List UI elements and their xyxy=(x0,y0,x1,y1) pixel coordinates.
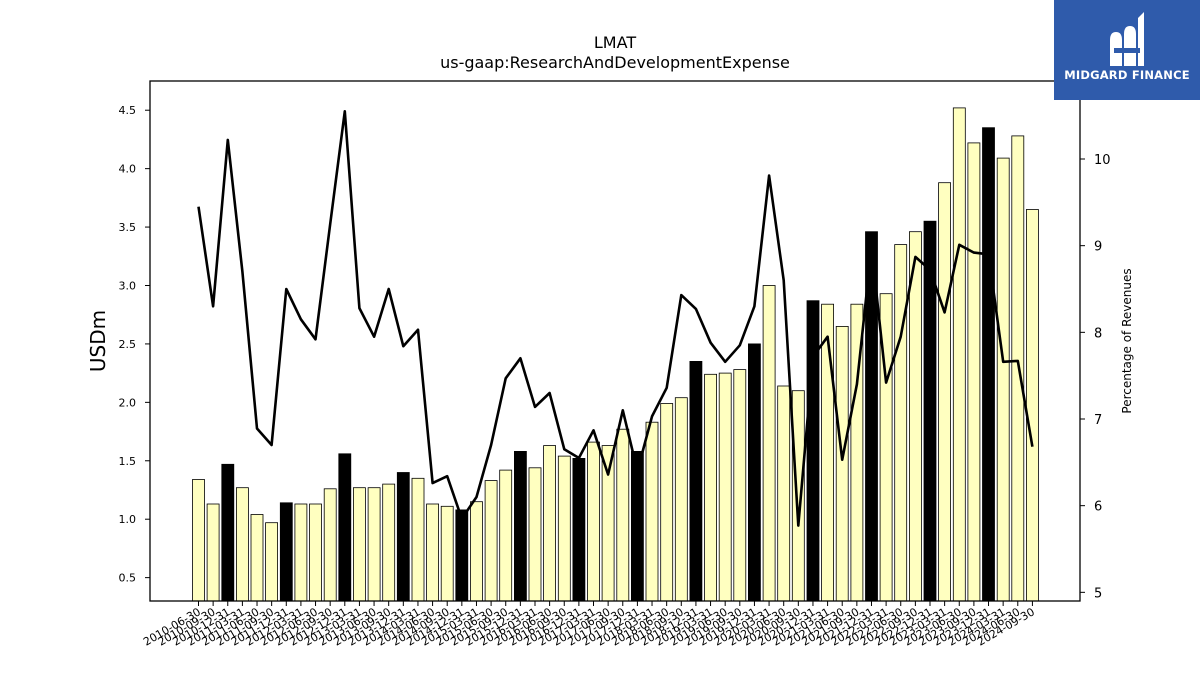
revenue-percentage-line xyxy=(197,110,1034,527)
y-tick-label: 3.0 xyxy=(119,279,137,292)
bar xyxy=(294,503,308,602)
y-tick-label: 4.5 xyxy=(119,104,137,117)
bar xyxy=(777,385,791,602)
bar xyxy=(631,450,644,602)
y2-tick-label: 7 xyxy=(1094,413,1102,428)
y-tick-label: 2.5 xyxy=(119,338,137,351)
bar xyxy=(791,390,805,602)
bar xyxy=(528,467,542,602)
bar xyxy=(616,428,630,602)
midgard-logo-icon xyxy=(1110,12,1144,66)
bar xyxy=(250,514,264,602)
bar xyxy=(352,487,366,602)
bar xyxy=(835,325,849,602)
bar xyxy=(411,477,425,602)
bar xyxy=(996,157,1010,602)
y-tick-label: 1.5 xyxy=(119,455,137,468)
y2-tick-label: 5 xyxy=(1094,586,1102,601)
bar-series xyxy=(192,107,1039,602)
bar xyxy=(323,488,337,602)
bar xyxy=(557,455,571,602)
bar xyxy=(674,397,688,602)
bar xyxy=(309,503,322,602)
axes: 0.51.01.52.02.53.03.54.04.556789102010-0… xyxy=(119,80,1111,649)
chart-subtitle: us-gaap:ResearchAndDevelopmentExpense xyxy=(440,53,790,72)
bar xyxy=(235,487,249,602)
brand-logo: MIDGARD FINANCE xyxy=(1054,0,1200,100)
bar xyxy=(821,303,834,602)
bar xyxy=(762,285,776,602)
y-tick-label: 0.5 xyxy=(119,572,137,585)
bar xyxy=(514,450,527,602)
bar xyxy=(206,503,220,602)
line-series xyxy=(197,110,1034,527)
bar xyxy=(718,372,732,602)
bar xyxy=(952,107,966,602)
y2-axis-label: Percentage of Revenues xyxy=(1120,268,1134,413)
y2-tick-label: 8 xyxy=(1094,326,1102,341)
bar xyxy=(645,421,659,602)
bar xyxy=(499,469,513,602)
bar xyxy=(192,479,205,602)
bar xyxy=(221,463,235,602)
bar xyxy=(382,483,396,602)
bar xyxy=(1026,209,1039,602)
brand-name: MIDGARD FINANCE xyxy=(1064,68,1190,82)
bar xyxy=(396,472,410,602)
y-tick-label: 2.0 xyxy=(119,396,137,409)
bar xyxy=(543,445,556,602)
bar xyxy=(338,453,352,602)
bar xyxy=(909,231,922,602)
bar xyxy=(470,501,483,602)
bar xyxy=(572,457,586,602)
bar xyxy=(455,509,469,602)
y2-tick-label: 10 xyxy=(1094,153,1111,168)
y-axis-label: USDm xyxy=(86,310,110,372)
bar xyxy=(265,522,279,602)
bar xyxy=(279,502,293,602)
y2-tick-label: 6 xyxy=(1094,500,1102,515)
bar xyxy=(894,244,908,602)
bar xyxy=(938,182,951,602)
bar xyxy=(660,403,674,602)
bar xyxy=(982,127,995,602)
chart-title: LMAT xyxy=(594,33,636,52)
bar xyxy=(587,441,600,602)
bar xyxy=(704,373,717,602)
bar xyxy=(367,487,381,602)
bar xyxy=(748,343,761,602)
bar xyxy=(689,360,703,602)
y2-tick-label: 9 xyxy=(1094,240,1102,255)
bar xyxy=(440,505,454,602)
bar xyxy=(967,142,981,602)
y-tick-label: 4.0 xyxy=(119,163,137,176)
bar xyxy=(806,300,820,602)
y-tick-label: 1.0 xyxy=(119,513,137,526)
bar xyxy=(733,369,747,602)
plot-frame xyxy=(149,80,1081,602)
y-tick-label: 3.5 xyxy=(119,221,137,234)
bar xyxy=(426,503,440,602)
bar xyxy=(484,480,498,602)
